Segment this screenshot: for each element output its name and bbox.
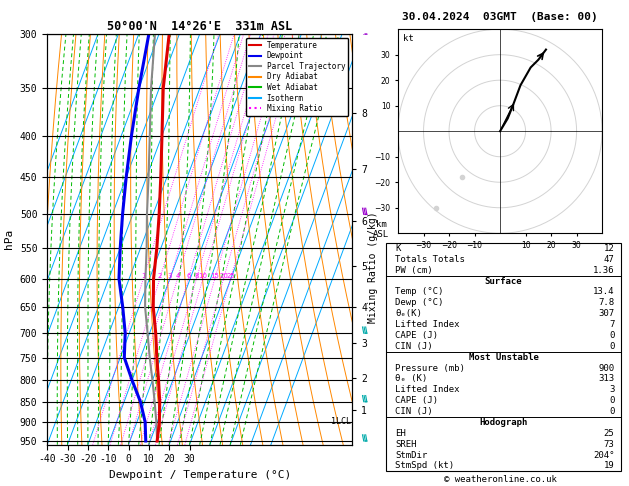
Text: 313: 313 [598,375,615,383]
Text: 4: 4 [175,273,180,279]
Y-axis label: km
ASL: km ASL [373,220,389,240]
Text: 13.4: 13.4 [593,287,615,296]
Text: Most Unstable: Most Unstable [469,353,538,362]
Text: EH: EH [395,429,406,438]
Text: 6: 6 [186,273,191,279]
Legend: Temperature, Dewpoint, Parcel Trajectory, Dry Adiabat, Wet Adiabat, Isotherm, Mi: Temperature, Dewpoint, Parcel Trajectory… [246,38,348,116]
Text: Totals Totals: Totals Totals [395,255,465,264]
Text: 73: 73 [604,440,615,449]
Text: kt: kt [403,35,414,43]
Text: 2: 2 [157,273,162,279]
Text: 25: 25 [226,273,235,279]
Text: 12: 12 [604,244,615,253]
Text: 7: 7 [609,320,615,329]
Text: 3: 3 [609,385,615,394]
Text: 10: 10 [198,273,208,279]
Text: PW (cm): PW (cm) [395,266,433,275]
Text: Dewp (°C): Dewp (°C) [395,298,443,307]
Text: StmDir: StmDir [395,451,427,460]
Text: 47: 47 [604,255,615,264]
Text: 1LCL: 1LCL [331,417,351,426]
Text: 1: 1 [141,273,145,279]
Text: StmSpd (kt): StmSpd (kt) [395,462,454,470]
Text: 1.36: 1.36 [593,266,615,275]
Text: 8: 8 [194,273,199,279]
Text: Lifted Index: Lifted Index [395,320,460,329]
Text: K: K [395,244,401,253]
Text: 0: 0 [609,342,615,351]
Y-axis label: hPa: hPa [4,229,14,249]
Text: Temp (°C): Temp (°C) [395,287,443,296]
Text: Surface: Surface [485,277,522,286]
Text: 3: 3 [168,273,172,279]
Text: θₑ(K): θₑ(K) [395,309,422,318]
Text: CAPE (J): CAPE (J) [395,331,438,340]
Text: SREH: SREH [395,440,416,449]
Text: 0: 0 [609,396,615,405]
Text: © weatheronline.co.uk: © weatheronline.co.uk [443,474,557,484]
Text: 0: 0 [609,407,615,416]
Text: θₑ (K): θₑ (K) [395,375,427,383]
Title: 50°00'N  14°26'E  331m ASL: 50°00'N 14°26'E 331m ASL [107,20,292,33]
Text: 204°: 204° [593,451,615,460]
Text: Hodograph: Hodograph [479,418,528,427]
Text: 7.8: 7.8 [598,298,615,307]
Text: 900: 900 [598,364,615,373]
Text: 30.04.2024  03GMT  (Base: 00): 30.04.2024 03GMT (Base: 00) [402,12,598,22]
Text: 19: 19 [604,462,615,470]
Text: Pressure (mb): Pressure (mb) [395,364,465,373]
Text: 25: 25 [604,429,615,438]
Text: Lifted Index: Lifted Index [395,385,460,394]
Text: 307: 307 [598,309,615,318]
Text: CIN (J): CIN (J) [395,407,433,416]
Text: 15: 15 [210,273,220,279]
Text: 0: 0 [609,331,615,340]
Text: 20: 20 [219,273,228,279]
Text: CAPE (J): CAPE (J) [395,396,438,405]
X-axis label: Dewpoint / Temperature (°C): Dewpoint / Temperature (°C) [109,470,291,480]
Text: CIN (J): CIN (J) [395,342,433,351]
Text: Mixing Ratio (g/kg): Mixing Ratio (g/kg) [368,211,377,323]
